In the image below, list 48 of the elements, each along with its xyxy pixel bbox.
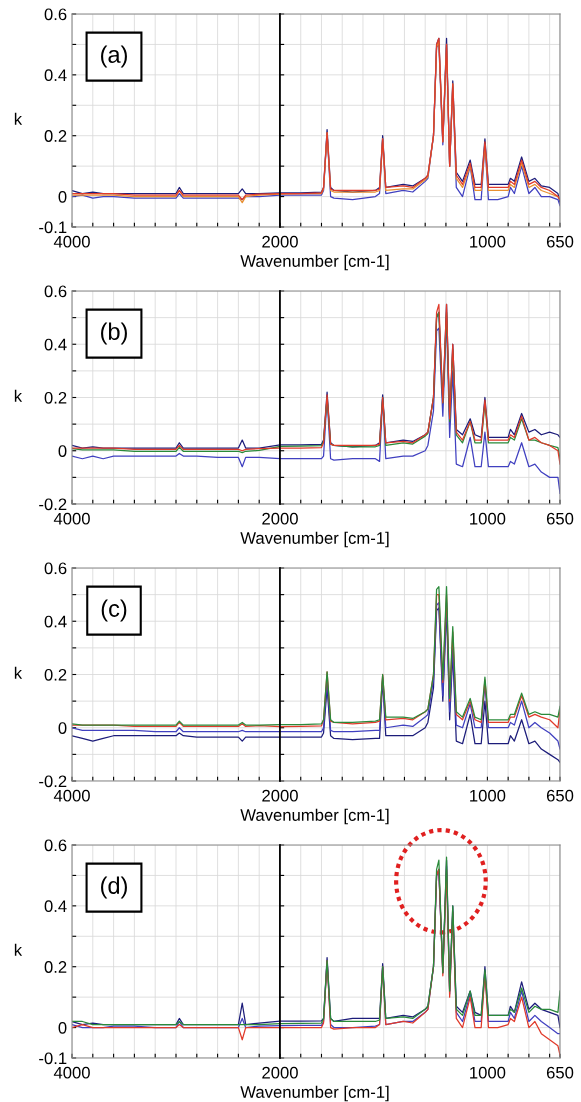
x-tick-label: 650	[546, 512, 574, 525]
y-tick-label: -0.1	[39, 221, 67, 234]
y-tick-label: 0.2	[44, 668, 67, 681]
x-tick-label: 650	[546, 789, 574, 802]
y-axis-title: k	[14, 943, 23, 956]
y-tick-label: 0.4	[44, 338, 67, 351]
y-tick-label: 0	[58, 722, 67, 734]
x-tick-label: 1000	[470, 789, 506, 802]
y-tick-label: 0.6	[44, 839, 67, 852]
y-tick-label: 0.2	[44, 130, 67, 142]
y-tick-label: 0.6	[44, 8, 67, 21]
y-tick-label: -0.1	[39, 1052, 67, 1065]
x-tick-label: 650	[546, 1066, 574, 1079]
y-tick-label: -0.2	[39, 775, 67, 788]
x-tick-label: 2000	[262, 512, 298, 525]
x-tick-label: 650	[546, 235, 574, 248]
y-tick-label: 0	[58, 445, 67, 457]
y-tick-label: 0.2	[44, 391, 67, 404]
x-tick-label: 4000	[53, 512, 90, 525]
y-tick-label: 0.6	[44, 562, 67, 575]
y-tick-label: 0.2	[44, 961, 67, 973]
y-tick-label: 0.6	[44, 285, 67, 298]
x-tick-label: 2000	[262, 1066, 298, 1079]
annotation: (b)	[101, 322, 127, 345]
y-tick-label: 0	[58, 1021, 67, 1034]
y-axis-title: k	[14, 389, 23, 402]
x-tick-label: 2000	[262, 235, 298, 248]
x-axis-title: Wavenumber [cm-1]	[240, 531, 389, 548]
y-tick-label: -0.2	[39, 498, 67, 511]
x-tick-label: 2000	[262, 789, 298, 802]
x-tick-label: 4000	[53, 1066, 90, 1079]
y-axis-title: k	[14, 112, 23, 125]
x-tick-label: 1000	[470, 512, 506, 525]
x-axis-title: Wavenumber [cm-1]	[240, 1085, 389, 1102]
y-tick-label: 0.4	[44, 900, 67, 913]
annotation: (d)	[101, 876, 127, 899]
annotation: (c)	[101, 599, 127, 622]
y-axis-title: k	[14, 666, 23, 679]
annotation: (a)	[101, 45, 127, 68]
y-tick-label: 0.4	[44, 69, 67, 82]
x-tick-label: 4000	[53, 235, 90, 248]
x-axis-title: Wavenumber [cm-1]	[240, 254, 389, 271]
y-tick-label: 0	[58, 190, 67, 203]
x-axis-title: Wavenumber [cm-1]	[240, 808, 389, 825]
y-tick-label: 0.4	[44, 615, 67, 628]
x-tick-label: 1000	[470, 235, 506, 248]
x-tick-label: 1000	[470, 1066, 506, 1079]
x-tick-label: 4000	[53, 789, 90, 802]
